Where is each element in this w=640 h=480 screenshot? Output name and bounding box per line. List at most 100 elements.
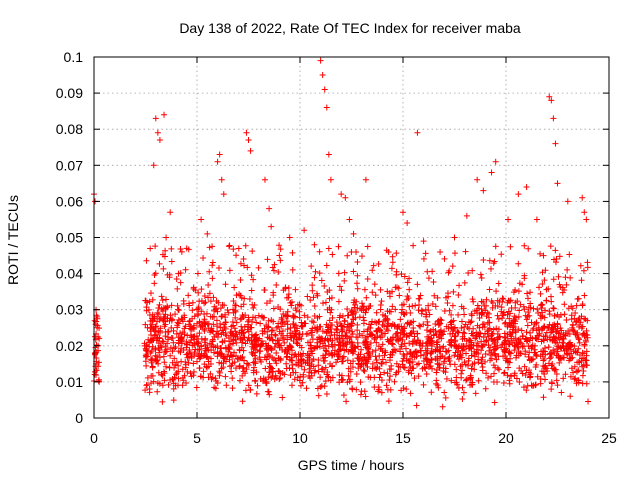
data-point — [435, 384, 442, 391]
data-point — [546, 93, 553, 100]
data-point — [548, 293, 555, 300]
data-point — [204, 354, 211, 361]
data-point — [538, 338, 545, 345]
data-point — [308, 348, 315, 355]
data-point — [305, 354, 312, 361]
data-point — [278, 314, 285, 321]
data-point — [541, 323, 548, 330]
data-point — [268, 223, 275, 230]
data-point — [542, 344, 549, 351]
data-point — [529, 327, 536, 334]
data-point — [547, 336, 554, 343]
data-point — [276, 328, 283, 335]
data-point — [342, 332, 349, 339]
data-point — [433, 339, 440, 346]
data-point — [229, 340, 236, 347]
data-point — [329, 251, 336, 258]
data-point — [575, 345, 582, 352]
data-point — [168, 302, 175, 309]
data-point — [247, 386, 254, 393]
data-point — [296, 314, 303, 321]
data-point — [317, 323, 324, 330]
data-point — [461, 311, 468, 318]
y-tick-label: 0.07 — [56, 157, 83, 173]
data-point — [553, 329, 560, 336]
data-point — [281, 339, 288, 346]
data-point — [482, 307, 489, 314]
y-tick-label: 0.03 — [56, 302, 83, 318]
data-point — [288, 299, 295, 306]
data-point — [198, 216, 205, 223]
data-point — [581, 342, 588, 349]
data-point — [399, 336, 406, 343]
data-point — [276, 242, 283, 249]
y-tick-label: 0 — [75, 410, 83, 426]
data-point — [391, 323, 398, 330]
data-point — [182, 266, 189, 273]
data-point — [580, 267, 587, 274]
data-point — [168, 245, 175, 252]
data-point — [436, 329, 443, 336]
data-point — [321, 86, 328, 93]
data-point — [431, 292, 438, 299]
data-point — [448, 342, 455, 349]
data-point — [407, 390, 414, 397]
data-point — [550, 325, 557, 332]
data-point — [292, 369, 299, 376]
data-point — [321, 282, 328, 289]
data-point — [524, 382, 531, 389]
data-point — [213, 377, 220, 384]
data-point — [243, 366, 250, 373]
data-point — [470, 325, 477, 332]
data-point — [157, 315, 164, 322]
data-point — [542, 351, 549, 358]
data-point — [480, 299, 487, 306]
data-point — [382, 349, 389, 356]
data-point — [219, 313, 226, 320]
data-point — [542, 376, 549, 383]
data-point — [576, 339, 583, 346]
data-point — [570, 322, 577, 329]
data-point — [212, 375, 219, 382]
data-point — [335, 270, 342, 277]
data-point — [205, 294, 212, 301]
data-point — [207, 370, 214, 377]
data-point — [584, 317, 591, 324]
data-point — [444, 300, 451, 307]
data-point — [159, 297, 166, 304]
data-point — [258, 341, 265, 348]
data-point — [491, 343, 498, 350]
data-point — [275, 268, 282, 275]
data-point — [178, 248, 185, 255]
data-point — [536, 330, 543, 337]
data-point — [360, 367, 367, 374]
data-point — [249, 318, 256, 325]
data-point — [178, 335, 185, 342]
data-point — [289, 320, 296, 327]
data-point — [393, 250, 400, 257]
data-point — [354, 259, 361, 266]
data-point — [552, 339, 559, 346]
data-point — [327, 309, 334, 316]
data-point — [149, 296, 156, 303]
data-point — [270, 267, 277, 274]
data-point — [204, 364, 211, 371]
data-point — [192, 346, 199, 353]
data-point — [159, 398, 166, 405]
data-point — [376, 386, 383, 393]
data-point — [296, 377, 303, 384]
data-point — [147, 245, 154, 252]
data-point — [201, 326, 208, 333]
data-point — [327, 176, 334, 183]
data-point — [285, 291, 292, 298]
data-point — [309, 318, 316, 325]
data-point — [350, 268, 357, 275]
data-point — [453, 374, 460, 381]
data-point — [284, 336, 291, 343]
data-point — [400, 364, 407, 371]
data-point — [473, 333, 480, 340]
data-point — [526, 349, 533, 356]
data-point — [504, 372, 511, 379]
data-point — [374, 333, 381, 340]
data-point — [362, 344, 369, 351]
